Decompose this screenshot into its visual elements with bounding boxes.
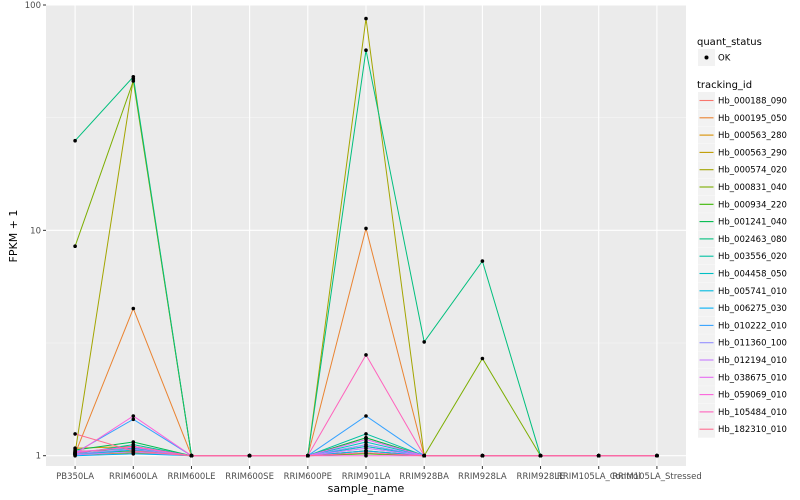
x-tick-label: RRIM600PE <box>284 472 332 482</box>
y-axis: 1 10 100 <box>25 1 46 462</box>
data-point <box>480 356 485 361</box>
x-tick-label: RRIM105LA_Control <box>557 472 641 482</box>
x-tick-label: RRIM928BA <box>399 472 449 482</box>
legend-point-ok <box>704 55 709 60</box>
x-tick-label: RRIM901LA <box>342 472 391 482</box>
legend-label: Hb_005741_010 <box>718 287 787 297</box>
data-point <box>73 244 77 248</box>
legend-items: Hb_000188_090 Hb_000195_050 Hb_000563_280 H… <box>698 92 787 438</box>
data-point <box>247 453 252 458</box>
y-tick-label: 100 <box>25 1 41 11</box>
legend-label: Hb_105484_010 <box>718 408 787 418</box>
legend-label: Hb_182310_010 <box>718 425 787 435</box>
data-point <box>73 432 77 436</box>
y-tick-label: 1 <box>36 452 41 462</box>
data-point <box>422 453 427 458</box>
legend-label: Hb_000831_040 <box>718 183 787 193</box>
legend-title-quant-status: quant_status <box>697 37 762 48</box>
series-points <box>73 16 659 458</box>
legend-label: Hb_010222_010 <box>718 321 787 331</box>
data-point <box>131 414 136 418</box>
legend-label: Hb_059069_010 <box>718 391 787 401</box>
legend-label: Hb_004458_050 <box>718 270 787 280</box>
y-axis-title: FPKM + 1 <box>7 210 20 263</box>
legend-label-ok: OK <box>718 54 731 64</box>
data-point <box>73 138 77 143</box>
data-point <box>596 453 601 458</box>
data-point <box>364 453 368 458</box>
data-point <box>131 449 136 453</box>
legend-label: Hb_038675_010 <box>718 373 787 383</box>
data-point <box>131 306 136 311</box>
data-point <box>422 340 427 344</box>
legend-label: Hb_000195_050 <box>718 114 787 124</box>
data-point <box>306 453 310 458</box>
data-point <box>131 417 136 422</box>
x-tick-label: RRIM600LE <box>167 472 215 482</box>
data-point <box>364 16 368 21</box>
data-point <box>364 437 368 442</box>
data-point <box>364 442 368 447</box>
data-point <box>73 451 77 455</box>
data-point <box>480 453 485 458</box>
x-tick-label: RRIM105LA_Stressed <box>612 472 702 482</box>
data-point <box>131 444 136 449</box>
x-axis: PB350LA RRIM600LA RRIM600LE RRIM600SE RRIM60… <box>56 466 702 482</box>
legend-label: Hb_000563_280 <box>718 131 787 141</box>
x-tick-label: RRIM600LA <box>109 472 158 482</box>
y-tick-label: 10 <box>30 226 41 236</box>
data-point <box>364 432 368 436</box>
data-point <box>364 451 368 455</box>
data-point <box>480 259 485 263</box>
data-point <box>364 226 368 231</box>
data-point <box>131 440 136 444</box>
data-point <box>538 453 543 458</box>
data-point <box>189 453 194 458</box>
legend-label: Hb_003556_020 <box>718 252 787 262</box>
data-point <box>364 353 368 357</box>
x-axis-title: sample_name <box>328 482 405 495</box>
data-point <box>131 79 136 83</box>
x-tick-label: RRIM928LE <box>517 472 565 482</box>
legend-label: Hb_012194_010 <box>718 356 787 366</box>
x-tick-label: RRIM928LA <box>458 472 507 482</box>
legend-label: Hb_000563_290 <box>718 148 787 158</box>
legend-label: Hb_000934_220 <box>718 200 787 210</box>
legend-label: Hb_006275_030 <box>718 304 787 314</box>
data-point <box>364 48 368 52</box>
data-point <box>364 446 368 451</box>
legend-label: Hb_002463_080 <box>718 235 787 245</box>
legend-label: Hb_000188_090 <box>718 97 787 107</box>
data-point <box>364 414 368 418</box>
x-tick-label: PB350LA <box>56 472 94 482</box>
x-tick-label: RRIM600SE <box>225 472 274 482</box>
legend: quant_status OK tracking_id Hb_000188_09… <box>697 37 787 438</box>
legend-label: Hb_000574_020 <box>718 166 787 176</box>
legend-label: Hb_011360_100 <box>718 339 787 349</box>
legend-label: Hb_001241_040 <box>718 218 787 228</box>
data-point <box>364 440 368 444</box>
data-point <box>655 453 659 458</box>
data-point <box>131 75 136 79</box>
legend-title-tracking-id: tracking_id <box>697 80 752 91</box>
